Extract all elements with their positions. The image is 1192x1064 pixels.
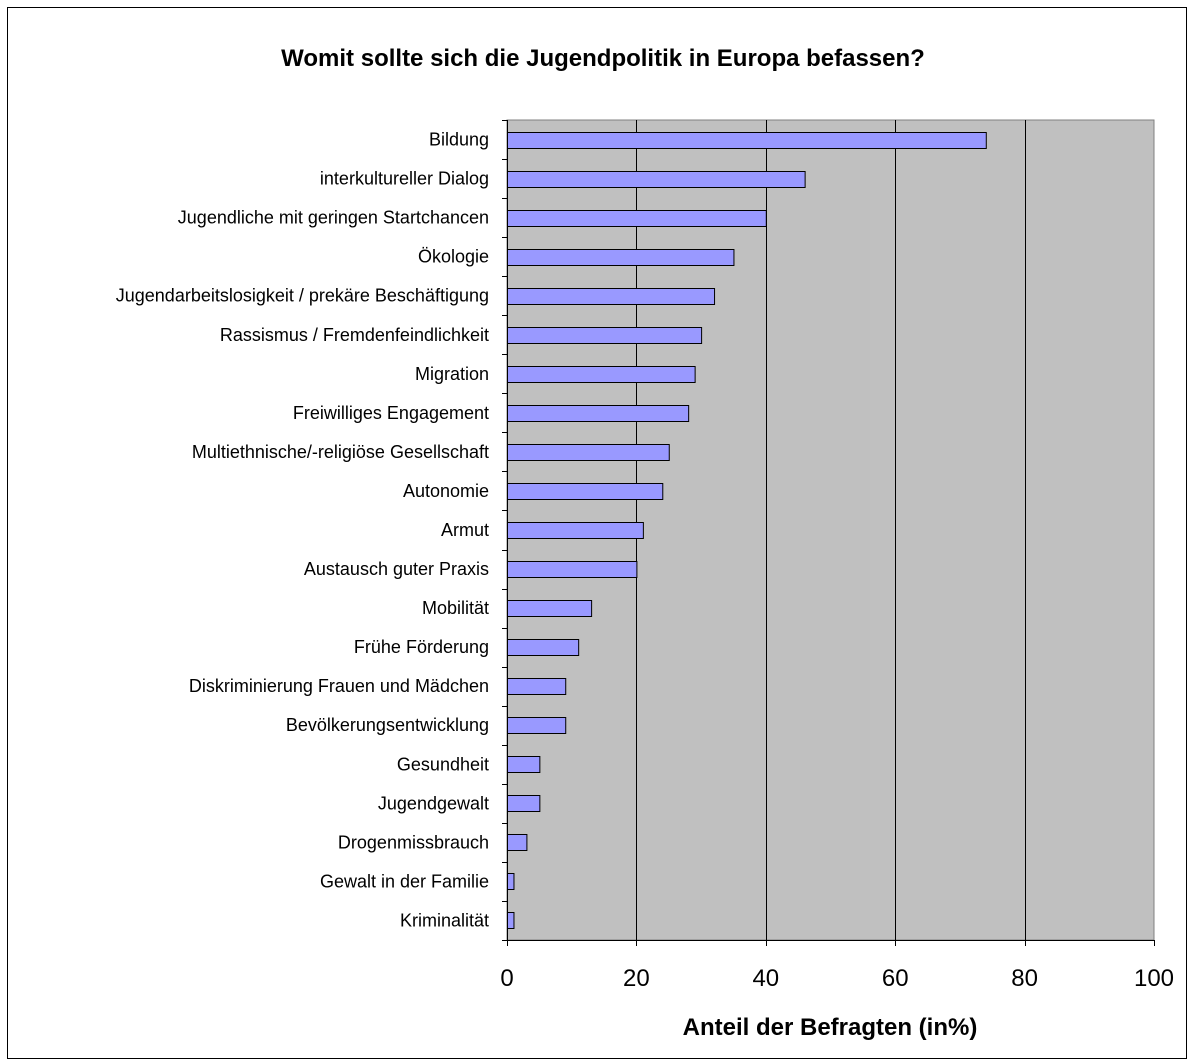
bar [507,483,664,500]
bar [507,795,541,812]
bar [507,561,638,578]
category-label: Gesundheit [397,754,489,774]
bar [507,678,567,695]
bar [507,639,580,656]
category-label: Frühe Förderung [354,637,489,657]
category-labels: Bildung interkultureller Dialog Jugendlich… [116,130,489,931]
category-label: Jugendgewalt [378,793,489,813]
category-label: Drogenmissbrauch [338,832,489,852]
category-label: Autonomie [403,481,489,501]
category-label: Ökologie [418,247,489,267]
bar [507,444,670,461]
bar [507,912,515,929]
bar [507,366,696,383]
category-label: interkultureller Dialog [320,169,489,189]
bar [507,717,567,734]
bar [507,600,593,617]
x-tick-labels: 0 20 40 60 80 100 [500,965,1174,992]
x-tick-label: 80 [1011,965,1038,992]
category-label: Austausch guter Praxis [304,559,489,579]
x-tick-label: 40 [752,965,779,992]
x-tick-label: 20 [623,965,650,992]
axes [502,120,1155,946]
category-label: Armut [441,520,489,540]
bar [507,873,515,890]
x-tick-label: 60 [882,965,909,992]
category-label: Jugendarbeitslosigkeit / prekäre Beschäf… [116,286,489,306]
bar [507,249,735,266]
x-tick-label: 0 [500,965,513,992]
category-label: Jugendliche mit geringen Startchancen [178,208,489,228]
bar [507,522,644,539]
x-tick-label: 100 [1134,965,1174,992]
category-label: Gewalt in der Familie [320,871,489,891]
category-label: Diskriminierung Frauen und Mädchen [189,676,489,696]
category-label: Multiethnische/-religiöse Gesellschaft [192,442,489,462]
bar [507,132,987,149]
category-label: Migration [415,364,489,384]
x-axis-title: Anteil der Befragten (in%) [683,1014,978,1041]
bar [507,171,806,188]
bar [507,756,541,773]
category-label: Mobilität [422,598,489,618]
bars [507,132,987,929]
bar [507,210,767,227]
category-label: Kriminalität [400,910,489,930]
bar [507,834,528,851]
category-label: Bildung [429,130,489,150]
category-label: Rassismus / Fremdenfeindlichkeit [220,325,489,345]
bar [507,288,716,305]
bar [507,405,690,422]
bar [507,327,703,344]
chart-title: Womit sollte sich die Jugendpolitik in E… [281,45,925,72]
category-label: Bevölkerungsentwicklung [286,715,489,735]
category-label: Freiwilliges Engagement [293,403,489,423]
